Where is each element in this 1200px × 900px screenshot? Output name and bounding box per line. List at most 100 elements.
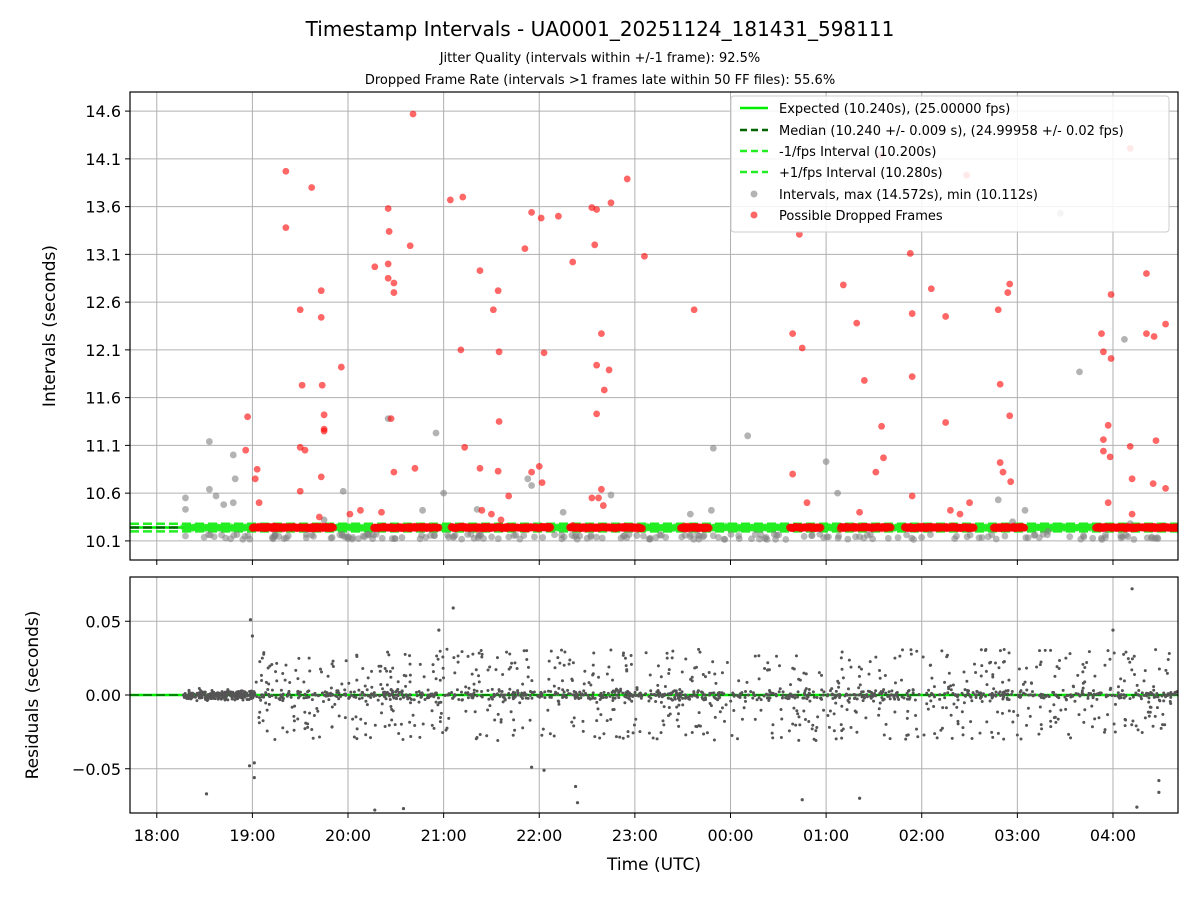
residual-point: [629, 653, 633, 657]
dropped-frame-point: [853, 319, 861, 327]
residual-point: [1085, 661, 1089, 665]
residual-point: [840, 704, 844, 708]
residual-point: [798, 678, 802, 682]
interval-point-early: [720, 535, 728, 543]
residual-point: [573, 696, 577, 700]
dropped-frame-point: [494, 287, 502, 295]
dropped-frame-point: [607, 199, 615, 207]
residual-point: [858, 683, 862, 687]
residual-point: [965, 679, 969, 683]
residual-point: [949, 684, 953, 688]
residual-point: [716, 694, 720, 698]
residual-point: [669, 697, 673, 701]
residual-point: [738, 695, 742, 699]
residual-point: [379, 682, 383, 686]
residual-point: [546, 689, 550, 693]
residual-point: [1169, 692, 1173, 696]
residual-point: [812, 695, 816, 699]
residual-point: [499, 718, 503, 722]
interval-point: [440, 489, 448, 497]
residual-point: [866, 689, 870, 693]
residual-point: [379, 711, 383, 715]
residual-point: [337, 697, 341, 701]
residual-point: [656, 689, 660, 693]
interval-point-early: [992, 535, 1000, 543]
dropped-frame-point: [528, 468, 536, 476]
residual-point: [254, 680, 258, 684]
interval-point-early: [693, 531, 701, 539]
residual-point: [792, 667, 796, 671]
residual-point: [537, 694, 541, 698]
residual-point: [364, 733, 368, 737]
residual-point: [830, 687, 834, 691]
residual-point: [470, 672, 474, 676]
interval-point: [707, 506, 715, 514]
residual-point: [803, 691, 807, 695]
residual-point: [408, 673, 412, 677]
residual-point: [1126, 657, 1130, 661]
residual-point: [791, 722, 795, 726]
residual-outlier-point: [1157, 790, 1161, 794]
residual-point: [388, 670, 392, 674]
interval-point-early: [834, 534, 842, 542]
dropped-frame-point: [371, 263, 379, 271]
residual-point: [781, 690, 785, 694]
residual-point: [793, 693, 797, 697]
residual-point: [938, 697, 942, 701]
residual-point: [617, 696, 621, 700]
residual-outlier-point: [1130, 587, 1134, 591]
residual-point: [352, 695, 356, 699]
residual-point: [492, 694, 496, 698]
residual-point: [488, 665, 492, 669]
residual-point: [292, 728, 296, 732]
residual-point: [362, 693, 366, 697]
residual-outlier-point: [1135, 805, 1139, 809]
interval-point-early: [908, 534, 916, 542]
residual-point: [507, 691, 511, 695]
residual-point: [714, 681, 718, 685]
residual-point: [698, 650, 702, 654]
legend-intervals-swatch: [750, 190, 758, 198]
residual-point: [1056, 717, 1060, 721]
residual-point: [834, 689, 838, 693]
residual-point: [499, 720, 503, 724]
residual-point: [389, 688, 393, 692]
residual-point: [884, 722, 888, 726]
residual-point: [339, 694, 343, 698]
dropped-frame-point: [1007, 478, 1015, 486]
residual-point: [925, 691, 929, 695]
residual-point: [422, 675, 426, 679]
residual-point: [1071, 684, 1075, 688]
residual-point: [752, 692, 756, 696]
residual-point: [949, 688, 953, 692]
residual-point: [898, 654, 902, 658]
residual-point: [764, 692, 768, 696]
residual-point: [570, 679, 574, 683]
residual-point: [591, 672, 595, 676]
residual-point: [464, 709, 468, 713]
intervals-y-tick-label: 11.1: [85, 436, 121, 455]
interval-point-early: [328, 534, 336, 541]
residual-point: [902, 696, 906, 700]
residual-point: [540, 694, 544, 698]
residual-point: [306, 690, 310, 694]
dropped-frame-point: [1128, 475, 1136, 483]
interval-point-early: [583, 534, 591, 542]
residual-point: [873, 694, 877, 698]
residual-point: [1038, 705, 1042, 709]
residual-point: [403, 652, 407, 656]
residual-point: [701, 673, 705, 677]
residual-point: [943, 692, 947, 696]
dropped-frame-point: [872, 468, 880, 476]
residual-outlier-point: [252, 776, 256, 780]
legend-dropped-label: Possible Dropped Frames: [779, 209, 943, 224]
residual-point: [418, 735, 422, 739]
residual-point: [893, 681, 897, 685]
residuals-y-label: Residuals (seconds): [23, 611, 43, 780]
residual-point: [396, 680, 400, 684]
residual-outlier-point: [857, 796, 862, 800]
residual-point: [792, 706, 796, 710]
dropped-frame-point: [476, 267, 484, 275]
residual-point: [347, 696, 351, 700]
residual-point: [1140, 730, 1144, 734]
